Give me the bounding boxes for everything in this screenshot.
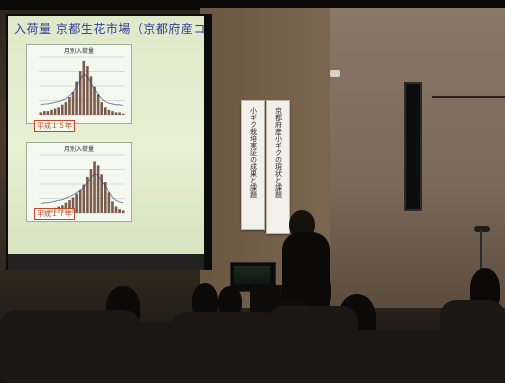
bar (75, 193, 78, 213)
bar (104, 107, 107, 115)
audience-head (303, 270, 331, 306)
microphone-head (474, 226, 490, 232)
bar (89, 76, 93, 115)
bar (114, 206, 118, 213)
bar (82, 60, 86, 115)
bar (93, 161, 96, 213)
bar (86, 66, 89, 115)
caption-top: 平成１５年 (34, 120, 75, 132)
bar (46, 111, 50, 115)
audience-body (336, 330, 456, 383)
bar (43, 111, 46, 115)
ceiling-camera (330, 70, 340, 77)
bar (107, 109, 111, 115)
bar (121, 113, 125, 115)
banner-left: 小ギク栽培実証の成果と課題 (241, 100, 265, 230)
bar (68, 96, 71, 115)
bar (118, 209, 121, 213)
bar (39, 112, 43, 115)
bar (121, 210, 125, 213)
bar (86, 176, 89, 213)
audience-head (218, 286, 242, 316)
bar (82, 184, 86, 213)
ceiling-edge (0, 0, 505, 10)
banner-left-text: 小ギク栽培実証の成果と課題 (249, 107, 258, 198)
bar-chart-bottom (39, 154, 125, 214)
bar-chart-top (39, 56, 125, 116)
bar (75, 81, 78, 115)
audience-body (170, 312, 280, 383)
audience-head (192, 283, 218, 317)
caption-bottom: 平成１７年 (34, 208, 75, 220)
bar (61, 104, 64, 115)
bar (53, 108, 57, 115)
audience-body (0, 310, 140, 383)
bar (114, 112, 118, 115)
bar (71, 197, 75, 213)
bar (96, 165, 100, 213)
wall-rail (432, 96, 505, 98)
chart-panel-top: 月別入荷量 (26, 44, 132, 124)
bar (107, 192, 111, 213)
bar (111, 201, 114, 213)
banner-right-text: 京都府産小ギクの現状と課題 (274, 107, 283, 198)
bar (100, 174, 103, 213)
screen-bottom-shadow (8, 254, 204, 270)
trend-line (40, 73, 124, 106)
bar (96, 94, 100, 115)
wall-loudspeaker (404, 82, 422, 211)
bar (64, 102, 68, 115)
chart-title-top: 月別入荷量 (63, 48, 94, 55)
trend-line (40, 172, 124, 204)
bar (78, 189, 82, 213)
bar (89, 169, 93, 213)
chart-title-bottom: 月別入荷量 (63, 146, 94, 153)
bar (100, 102, 103, 115)
bar (64, 202, 68, 213)
projection-screen: 入荷量 京都生花市場（京都府産コギク） 月別入荷量 平成１５年 月別入荷量 平成… (8, 16, 204, 254)
banner-right: 京都府産小ギクの現状と課題 (266, 100, 290, 234)
bar (50, 109, 53, 115)
bar (71, 91, 75, 115)
bar (104, 182, 107, 213)
bar (93, 86, 96, 115)
bar (57, 107, 60, 115)
laptop-screen (234, 266, 270, 284)
audience-body (440, 300, 505, 383)
bar (111, 111, 114, 115)
bar (78, 71, 82, 115)
bar (68, 200, 71, 213)
slide-title: 入荷量 京都生花市場（京都府産コギク） (14, 22, 204, 36)
bar (118, 112, 121, 115)
